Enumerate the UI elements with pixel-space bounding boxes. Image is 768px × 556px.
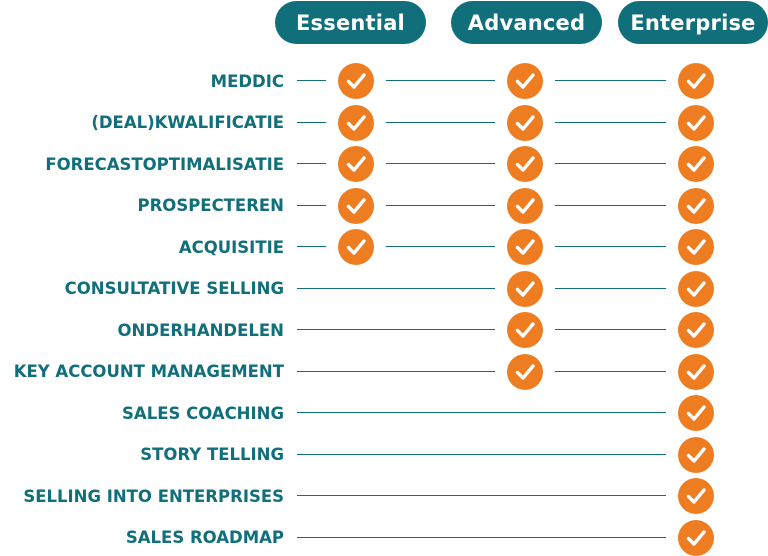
check-circle-icon	[678, 395, 714, 431]
connector-line	[386, 80, 495, 82]
check-circle-icon	[678, 270, 714, 307]
feature-row-story-telling: STORY TELLING	[0, 436, 768, 473]
check-circle-icon	[338, 187, 374, 224]
connector-line	[297, 536, 666, 538]
connector-line	[297, 80, 326, 82]
connector-line	[555, 204, 666, 206]
connector-line	[297, 121, 326, 123]
feature-label: ACQUISITIE	[178, 237, 284, 257]
check-circle-icon	[678, 478, 714, 514]
check-circle-icon	[678, 519, 714, 556]
check-circle-icon	[338, 229, 374, 265]
feature-row-key-account-management: KEY ACCOUNT MANAGEMENT	[0, 353, 768, 390]
feature-label: SALES COACHING	[122, 403, 284, 423]
plan-header-essential: Essential	[275, 1, 426, 44]
plan-header-advanced: Advanced	[451, 1, 602, 44]
feature-row-consultative-selling: CONSULTATIVE SELLING	[0, 270, 768, 307]
feature-row-deal-kwalificatie: (DEAL)KWALIFICATIE	[0, 104, 768, 141]
check-circle-icon	[678, 104, 714, 141]
check-circle-icon	[338, 146, 374, 182]
check-circle-icon	[678, 187, 714, 224]
check-circle-icon	[678, 353, 714, 390]
connector-line	[297, 246, 326, 248]
feature-label: CONSULTATIVE SELLING	[64, 279, 284, 298]
feature-row-sales-roadmap: SALES ROADMAP	[0, 519, 768, 556]
check-circle-icon	[678, 229, 714, 265]
connector-line	[555, 121, 666, 123]
connector-line	[386, 163, 495, 165]
check-circle-icon	[507, 187, 543, 224]
connector-line	[297, 495, 666, 497]
connector-line	[555, 329, 666, 331]
feature-label: FORECASTOPTIMALISATIE	[45, 154, 284, 174]
connector-line	[297, 412, 666, 414]
feature-row-selling-into-enterprises: SELLING INTO ENTERPRISES	[0, 478, 768, 514]
check-circle-icon	[678, 312, 714, 348]
connector-line	[297, 287, 495, 289]
check-circle-icon	[507, 270, 543, 307]
connector-line	[555, 80, 666, 82]
check-circle-icon	[507, 312, 543, 348]
feature-label: PROSPECTEREN	[137, 196, 285, 215]
feature-row-forecastoptimalisatie: FORECASTOPTIMALISATIE	[0, 146, 768, 182]
plan-header-enterprise: Enterprise	[618, 1, 768, 44]
check-circle-icon	[507, 353, 543, 390]
check-circle-icon	[678, 146, 714, 182]
check-circle-icon	[678, 63, 714, 99]
connector-line	[386, 246, 495, 248]
connector-line	[297, 329, 495, 331]
check-circle-icon	[507, 104, 543, 141]
connector-line	[386, 121, 495, 123]
feature-label: KEY ACCOUNT MANAGEMENT	[13, 362, 284, 381]
connector-line	[555, 370, 666, 372]
connector-line	[297, 163, 326, 165]
feature-label: (DEAL)KWALIFICATIE	[91, 113, 284, 132]
connector-line	[555, 163, 666, 165]
feature-label: SALES ROADMAP	[125, 528, 284, 547]
check-circle-icon	[507, 146, 543, 182]
connector-line	[555, 246, 666, 248]
feature-row-onderhandelen: ONDERHANDELEN	[0, 312, 768, 348]
feature-label: SELLING INTO ENTERPRISES	[23, 486, 284, 506]
connector-line	[555, 287, 666, 289]
connector-line	[297, 204, 326, 206]
feature-row-sales-coaching: SALES COACHING	[0, 395, 768, 431]
check-circle-icon	[338, 104, 374, 141]
feature-row-acquisitie: ACQUISITIE	[0, 229, 768, 265]
check-circle-icon	[678, 436, 714, 473]
connector-line	[386, 204, 495, 206]
check-circle-icon	[507, 229, 543, 265]
feature-label: ONDERHANDELEN	[117, 320, 284, 340]
check-circle-icon	[338, 63, 374, 99]
feature-label: MEDDIC	[210, 71, 284, 91]
feature-row-prospecteren: PROSPECTEREN	[0, 187, 768, 224]
feature-row-meddic: MEDDIC	[0, 63, 768, 99]
check-circle-icon	[507, 63, 543, 99]
connector-line	[297, 370, 495, 372]
feature-label: STORY TELLING	[140, 445, 284, 464]
connector-line	[297, 453, 666, 455]
